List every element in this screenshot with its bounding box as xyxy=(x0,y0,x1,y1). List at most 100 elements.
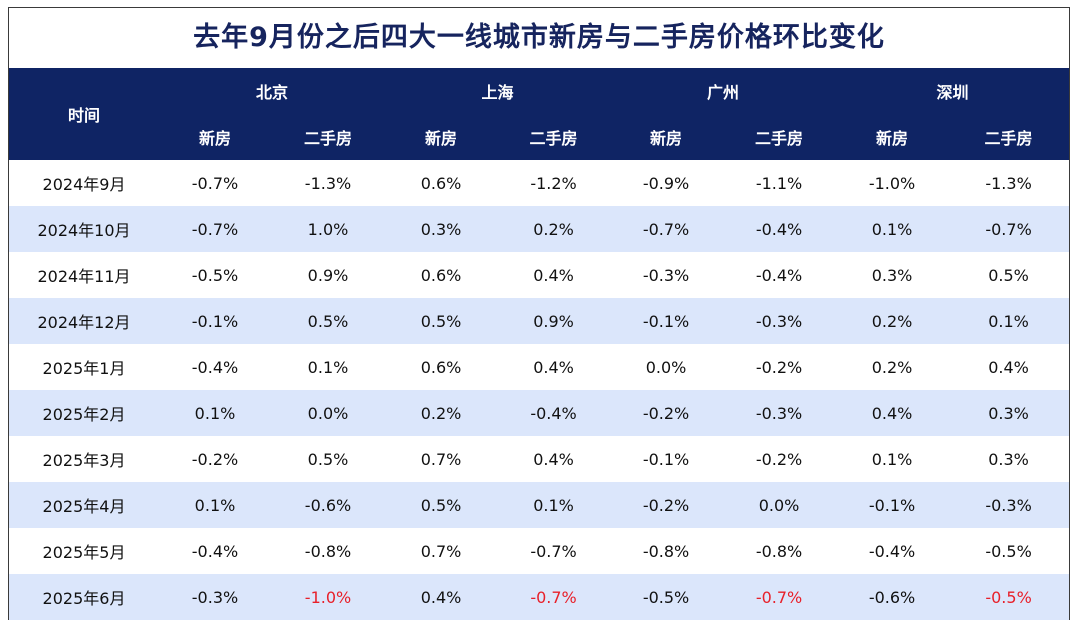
value-cell: -0.6% xyxy=(271,482,386,528)
value-cell: 0.1% xyxy=(836,206,949,252)
period-cell: 2024年9月 xyxy=(42,175,126,194)
value-cell: -0.4% xyxy=(722,206,837,252)
value-cell: -1.0% xyxy=(271,574,386,620)
period-cell: 2025年4月 xyxy=(9,482,159,528)
table-row: 2024年12月 -0.1% 0.5% 0.5% 0.9% -0.1% -0.3% 0.2% 0… xyxy=(9,298,1070,344)
value-cell: 0.5% xyxy=(271,298,386,344)
value-cell: -0.1% xyxy=(159,298,271,344)
value-cell: -0.3% xyxy=(642,265,690,285)
value-cell: -0.7% xyxy=(497,574,611,620)
value-cell: 1.0% xyxy=(271,206,386,252)
value-cell: -1.1% xyxy=(755,173,803,193)
header-sub-used: 二手房 xyxy=(271,114,386,160)
value-cell: -0.1% xyxy=(610,298,723,344)
value-cell: 0.1% xyxy=(159,390,271,436)
value-cell: -1.0% xyxy=(868,173,916,193)
value-cell: 0.1% xyxy=(497,482,611,528)
value-cell: 0.5% xyxy=(385,482,498,528)
period-cell: 2025年6月 xyxy=(9,574,159,620)
value-cell: 0.1% xyxy=(948,298,1070,344)
value-cell: -0.8% xyxy=(304,541,352,561)
value-cell: 0.6% xyxy=(420,265,462,285)
value-cell: -0.4% xyxy=(755,265,803,285)
value-cell: 0.7% xyxy=(420,541,462,561)
header-sub-new: 新房 xyxy=(159,114,271,160)
value-cell: -0.8% xyxy=(755,541,803,561)
value-cell: -0.3% xyxy=(722,298,837,344)
table-row: 2024年10月 -0.7% 1.0% 0.3% 0.2% -0.7% -0.4% 0.1% -… xyxy=(9,206,1070,252)
value-cell: 0.5% xyxy=(307,449,349,469)
value-cell: -0.4% xyxy=(191,357,239,377)
header-city-guangzhou: 广州 xyxy=(610,68,837,114)
value-cell: 0.2% xyxy=(871,357,913,377)
value-cell: 0.1% xyxy=(307,357,349,377)
value-cell: -0.3% xyxy=(159,574,271,620)
table-row: 2025年4月 0.1% -0.6% 0.5% 0.1% -0.2% 0.0% -0.1% -0… xyxy=(9,482,1070,528)
header-sub-used: 二手房 xyxy=(722,114,837,160)
value-cell: -1.3% xyxy=(985,173,1032,193)
value-cell: -0.4% xyxy=(497,390,611,436)
value-cell: -0.5% xyxy=(948,574,1070,620)
table-row: 2025年2月 0.1% 0.0% 0.2% -0.4% -0.2% -0.3% 0.4% 0.… xyxy=(9,390,1070,436)
value-cell: -0.3% xyxy=(722,390,837,436)
value-cell: -0.7% xyxy=(191,173,239,193)
value-cell: 0.2% xyxy=(836,298,949,344)
header-city-shanghai: 上海 xyxy=(385,68,611,114)
value-cell: 0.9% xyxy=(307,265,349,285)
header-sub-new: 新房 xyxy=(610,114,723,160)
table-row: 2024年9月 -0.7% -1.3% 0.6% -1.2% -0.9% -1.1% -1.0… xyxy=(9,160,1069,206)
value-cell: 0.4% xyxy=(533,449,574,469)
period-cell: 2024年10月 xyxy=(9,206,159,252)
value-cell: 0.2% xyxy=(497,206,611,252)
value-cell: -0.3% xyxy=(948,482,1070,528)
period-cell: 2024年11月 xyxy=(37,267,131,286)
value-cell: 0.3% xyxy=(871,265,913,285)
value-cell: -0.2% xyxy=(610,390,723,436)
header-city-beijing: 北京 xyxy=(159,68,386,114)
value-cell: -0.5% xyxy=(610,574,723,620)
value-cell: 0.0% xyxy=(722,482,837,528)
value-cell: 0.6% xyxy=(420,357,462,377)
price-change-table: 时间 北京 上海 广州 深圳 新房 二手房 新房 二手房 新房 二手房 新房 二… xyxy=(9,68,1070,620)
header-time: 时间 xyxy=(9,68,159,160)
value-cell: 0.3% xyxy=(988,449,1029,469)
period-cell: 2025年5月 xyxy=(42,543,126,562)
period-cell: 2025年3月 xyxy=(42,451,126,470)
value-cell: -0.2% xyxy=(755,449,803,469)
value-cell: -0.1% xyxy=(642,449,690,469)
value-cell: -0.4% xyxy=(868,541,916,561)
value-cell: 0.3% xyxy=(948,390,1070,436)
period-cell: 2025年1月 xyxy=(42,359,126,378)
value-cell: -0.4% xyxy=(191,541,239,561)
value-cell: -0.8% xyxy=(642,541,690,561)
value-cell: 0.4% xyxy=(533,265,574,285)
table-row: 2025年5月 -0.4% -0.8% 0.7% -0.7% -0.8% -0.8% -0.4… xyxy=(9,528,1069,574)
value-cell: -0.7% xyxy=(948,206,1070,252)
header-sub-used: 二手房 xyxy=(497,114,611,160)
value-cell: -0.7% xyxy=(530,541,577,561)
header-sub-new: 新房 xyxy=(385,114,498,160)
value-cell: 0.5% xyxy=(988,265,1029,285)
value-cell: 0.9% xyxy=(497,298,611,344)
value-cell: -0.9% xyxy=(642,173,690,193)
header-city-shenzhen: 深圳 xyxy=(836,68,1070,114)
value-cell: 0.3% xyxy=(385,206,498,252)
value-cell: 0.1% xyxy=(871,449,913,469)
table-frame: 去年9月份之后四大一线城市新房与二手房价格环比变化 时间 北京 上海 广州 深圳… xyxy=(8,7,1070,620)
value-cell: 0.0% xyxy=(271,390,386,436)
value-cell: -1.3% xyxy=(304,173,352,193)
table-row: 2024年11月 -0.5% 0.9% 0.6% 0.4% -0.3% -0.4% 0.3% 0… xyxy=(9,252,1069,298)
table-body: 2024年9月 -0.7% -1.3% 0.6% -1.2% -0.9% -1.1% -1.0… xyxy=(9,160,1070,620)
value-cell: -0.2% xyxy=(610,482,723,528)
period-cell: 2024年12月 xyxy=(9,298,159,344)
table-row: 2025年6月 -0.3% -1.0% 0.4% -0.7% -0.5% -0.7% -0.6… xyxy=(9,574,1070,620)
value-cell: -0.7% xyxy=(159,206,271,252)
table-row: 2025年3月 -0.2% 0.5% 0.7% 0.4% -0.1% -0.2% 0.1% 0.… xyxy=(9,436,1069,482)
value-cell: 0.7% xyxy=(420,449,462,469)
value-cell: 0.4% xyxy=(533,357,574,377)
value-cell: -0.5% xyxy=(985,541,1032,561)
value-cell: -0.2% xyxy=(191,449,239,469)
value-cell: 0.4% xyxy=(988,357,1029,377)
value-cell: -1.2% xyxy=(530,173,577,193)
value-cell: -0.2% xyxy=(755,357,803,377)
